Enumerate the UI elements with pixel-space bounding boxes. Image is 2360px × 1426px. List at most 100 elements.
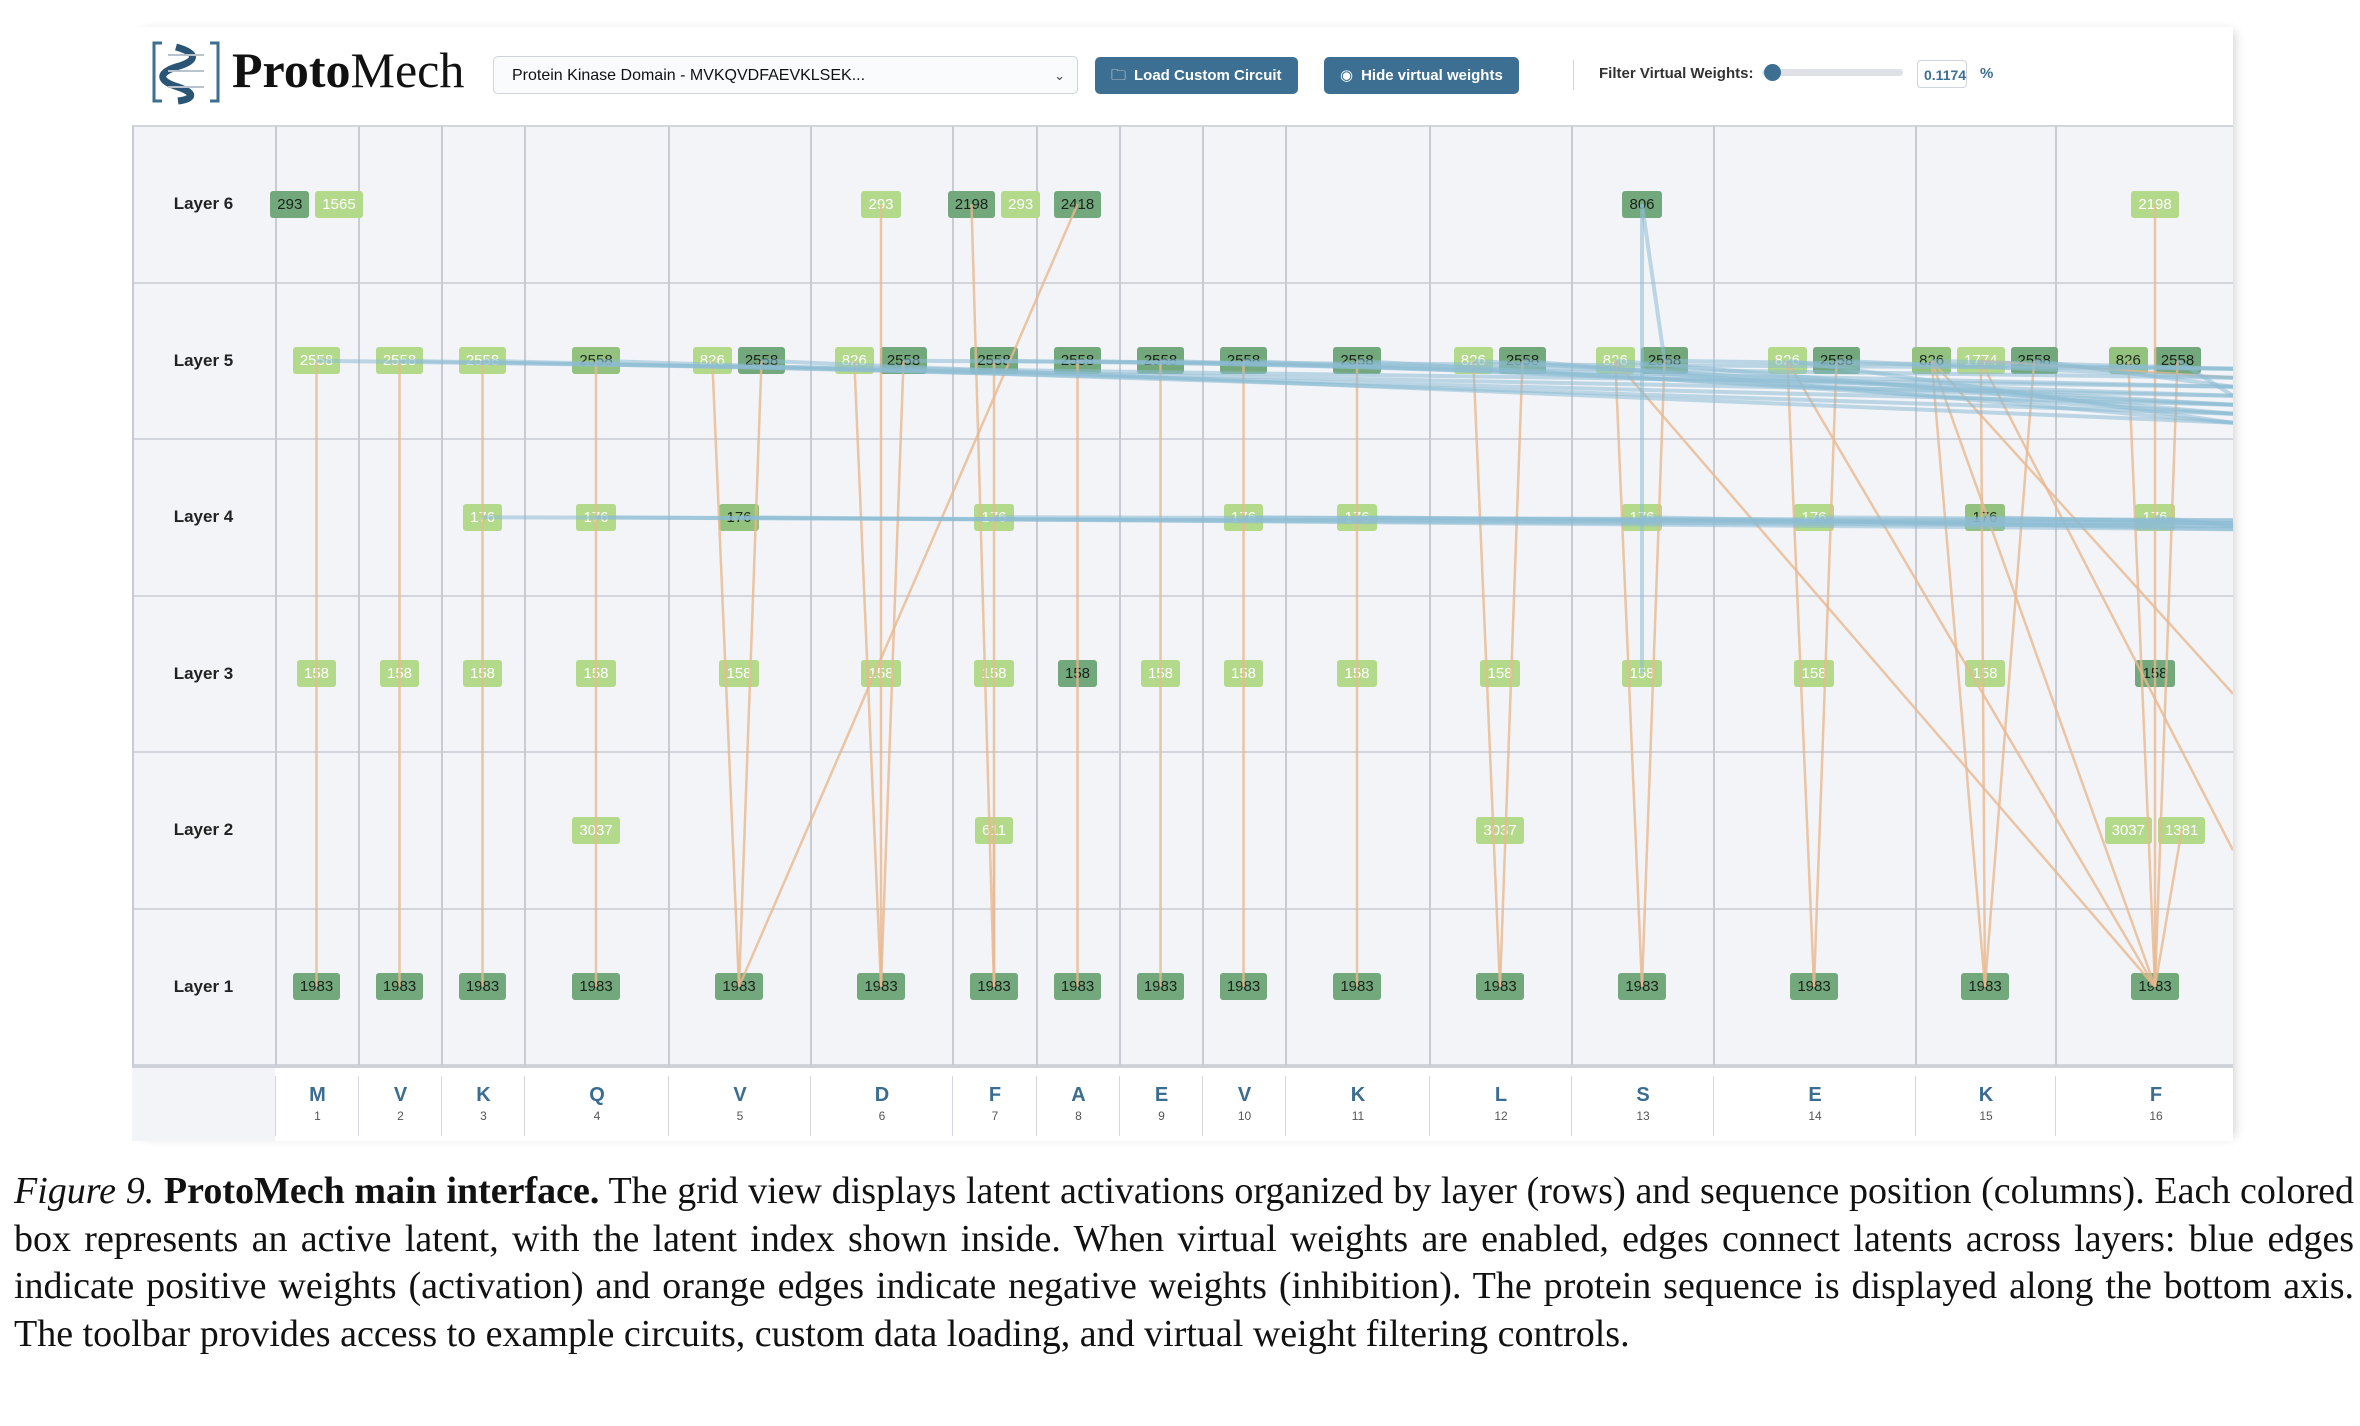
latent-box[interactable]: 1983 [1053,973,1102,1001]
latent-box[interactable]: 1983 [1136,973,1185,1001]
latent-box[interactable]: 158 [1480,660,1520,688]
latent-box[interactable]: 176 [1223,503,1264,531]
latent-box[interactable]: 3037 [2104,816,2152,844]
latent-box[interactable]: 158 [1622,660,1662,688]
latent-box[interactable]: 176 [1794,503,1834,531]
latent-box[interactable]: 2558 [1640,347,1689,375]
latent-box[interactable]: 158 [719,660,759,688]
sequence-position[interactable]: S 13 [1571,1076,1714,1136]
latent-box[interactable]: 2558 [1333,347,1381,375]
latent-box[interactable]: 2558 [1812,347,1861,375]
latent-box[interactable]: 3037 [572,816,620,844]
latent-box[interactable]: 158 [1337,660,1377,688]
latent-box[interactable]: 1983 [857,973,905,1001]
latent-box[interactable]: 2558 [1053,347,1102,375]
sequence-position[interactable]: E 14 [1713,1076,1916,1136]
latent-box[interactable]: 3037 [1476,816,1524,844]
latent-box[interactable]: 1983 [970,973,1018,1001]
latent-box[interactable]: 1983 [1219,973,1268,1001]
latent-box[interactable]: 2558 [879,347,928,375]
latent-box[interactable]: 1983 [572,973,620,1001]
sequence-position[interactable]: K 11 [1285,1076,1430,1136]
sequence-position[interactable]: L 12 [1429,1076,1572,1136]
latent-box[interactable]: 2198 [2131,190,2179,218]
latent-box[interactable]: 158 [379,660,420,688]
latent-box[interactable]: 158 [1057,660,1098,688]
latent-box[interactable]: 158 [1794,660,1834,688]
latent-box[interactable]: 158 [861,660,901,688]
latent-box[interactable]: 293 [1001,190,1041,218]
latent-box[interactable]: 1381 [2158,816,2206,844]
latent-box[interactable]: 176 [2135,503,2175,531]
latent-box[interactable]: 2558 [1498,347,1547,375]
latent-box[interactable]: 1774 [1957,347,2005,375]
latent-box[interactable]: 2558 [970,347,1018,375]
latent-box[interactable]: 2558 [2153,347,2202,375]
latent-box[interactable]: 1983 [1961,973,2009,1001]
latent-box[interactable]: 176 [462,503,503,531]
latent-box[interactable]: 611 [975,816,1013,844]
sequence-position[interactable]: V 10 [1202,1076,1286,1136]
latent-box[interactable]: 1983 [2131,973,2179,1001]
latent-box[interactable]: 158 [2135,660,2175,688]
load-custom-circuit-button[interactable]: 🗀 Load Custom Circuit [1095,57,1298,94]
latent-box[interactable]: 2558 [737,347,786,375]
latent-box[interactable]: 2558 [458,347,507,375]
latent-box[interactable]: 826 [1912,347,1952,375]
circuit-select[interactable]: Protein Kinase Domain - MVKQVDFAEVKLSEK.… [493,56,1078,94]
latent-box[interactable]: 176 [974,503,1014,531]
latent-box[interactable]: 826 [692,347,732,375]
sequence-position[interactable]: K 15 [1915,1076,2056,1136]
latent-box[interactable]: 176 [576,503,616,531]
latent-box[interactable]: 2558 [1219,347,1268,375]
latent-box[interactable]: 176 [1965,503,2005,531]
latent-box[interactable]: 826 [1767,347,1807,375]
latent-box[interactable]: 2558 [375,347,424,375]
latent-box[interactable]: 826 [1453,347,1493,375]
latent-box[interactable]: 176 [1337,503,1377,531]
latent-box[interactable]: 158 [1223,660,1264,688]
latent-box[interactable]: 158 [576,660,616,688]
latent-box[interactable]: 1983 [1333,973,1381,1001]
slider-thumb[interactable] [1764,64,1782,81]
latent-box[interactable]: 158 [296,660,337,688]
latent-box[interactable]: 158 [974,660,1014,688]
latent-box[interactable]: 1983 [375,973,424,1001]
latent-box[interactable]: 176 [1622,503,1662,531]
latent-box[interactable]: 1983 [292,973,341,1001]
latent-box[interactable]: 1983 [1790,973,1838,1001]
latent-box[interactable]: 2418 [1053,190,1102,218]
latent-box[interactable]: 2558 [1136,347,1185,375]
latent-box[interactable]: 1983 [715,973,763,1001]
latent-box[interactable]: 2558 [292,347,341,375]
latent-box[interactable]: 158 [462,660,503,688]
latent-box[interactable]: 293 [270,190,310,218]
latent-box[interactable]: 158 [1965,660,2005,688]
sequence-position[interactable]: F 16 [2055,1076,2233,1136]
latent-box[interactable]: 1983 [1476,973,1524,1001]
latent-box[interactable]: 826 [834,347,874,375]
latent-box[interactable]: 826 [1595,347,1635,375]
latent-box[interactable]: 2558 [572,347,620,375]
latent-box[interactable]: 1565 [315,190,363,218]
latent-box[interactable]: 1983 [458,973,507,1001]
latent-box[interactable]: 826 [2108,347,2148,375]
hide-virtual-weights-button[interactable]: ◉ Hide virtual weights [1324,57,1519,94]
latent-box[interactable]: 158 [1140,660,1181,688]
filter-slider[interactable] [1762,64,1903,81]
latent-box[interactable]: 2558 [2010,347,2058,375]
latent-box[interactable]: 806 [1622,190,1662,218]
latent-box[interactable]: 176 [719,503,759,531]
latent-box[interactable]: 2198 [947,190,996,218]
filter-value-input[interactable]: 0.1174 [1917,60,1967,88]
latent-box[interactable]: 1983 [1618,973,1666,1001]
